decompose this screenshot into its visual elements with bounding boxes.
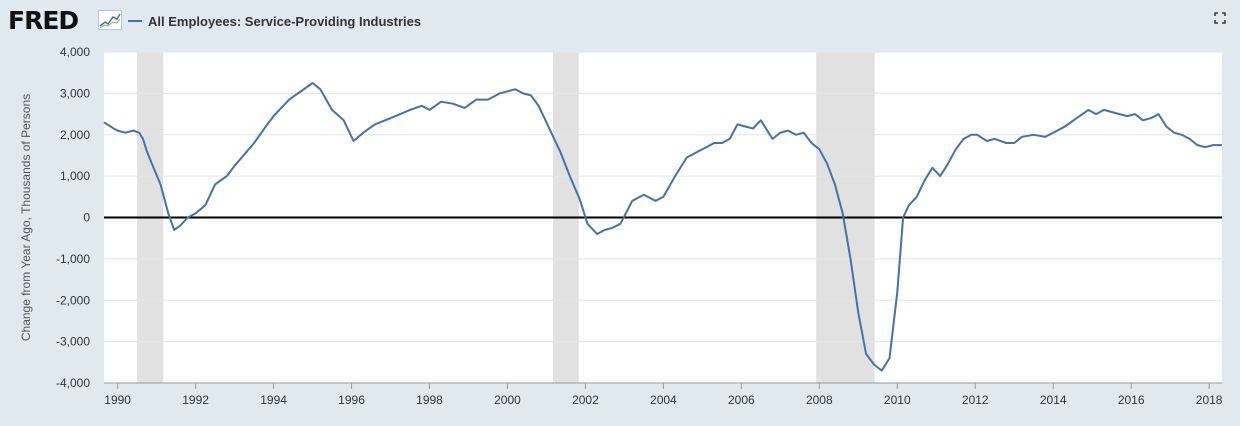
x-tick-label: 2012 [962,393,989,407]
x-tick-label: 2010 [884,393,911,407]
line-chart: -4,000 -3,000 -2,000 -1,000 0 1,000 2,000 3,000… [19,45,1223,407]
y-tick-label: -4,000 [56,376,90,390]
series-title: All Employees: Service-Providing Industr… [148,13,422,29]
y-tick-label: 1,000 [60,169,90,183]
x-tick-label: 2006 [728,393,755,407]
x-axis: 1990 1992 1994 1996 1998 2000 2002 2004 2006 2008… [104,382,1223,407]
y-tick-label: -2,000 [56,293,90,307]
x-tick-label: 2000 [494,393,521,407]
y-axis: -4,000 -3,000 -2,000 -1,000 0 1,000 2,000 3,000… [56,45,90,390]
x-tick-label: 2002 [572,393,599,407]
x-tick-label: 2016 [1118,393,1145,407]
y-tick-label: -1,000 [56,252,90,266]
series-line[interactable] [103,82,1222,372]
chart-header: FRED All Employees: Service-Providing In… [0,0,1240,42]
y-tick-label: 0 [83,211,90,225]
fullscreen-icon[interactable] [1214,12,1226,24]
legend-swatch [128,20,142,22]
x-tick-label: 2008 [806,393,833,407]
y-tick-label: 2,000 [60,128,90,142]
x-tick-label: 1994 [260,393,287,407]
y-tick-label: -3,000 [56,335,90,349]
sparkline-icon [98,10,122,30]
legend: All Employees: Service-Providing Industr… [128,11,421,31]
fred-logo[interactable]: FRED [8,6,79,35]
x-tick-label: 2014 [1040,393,1067,407]
x-tick-label: 2004 [650,393,677,407]
x-tick-label: 1998 [416,393,443,407]
y-axis-title: Change from Year Ago, Thousands of Perso… [19,94,33,341]
x-tick-label: 1990 [104,393,131,407]
y-tick-label: 4,000 [60,45,90,59]
x-tick-label: 1992 [182,393,209,407]
series-layer [103,82,1222,372]
x-tick-label: 1996 [338,393,365,407]
x-tick-label: 2018 [1196,393,1223,407]
y-tick-label: 3,000 [60,86,90,100]
